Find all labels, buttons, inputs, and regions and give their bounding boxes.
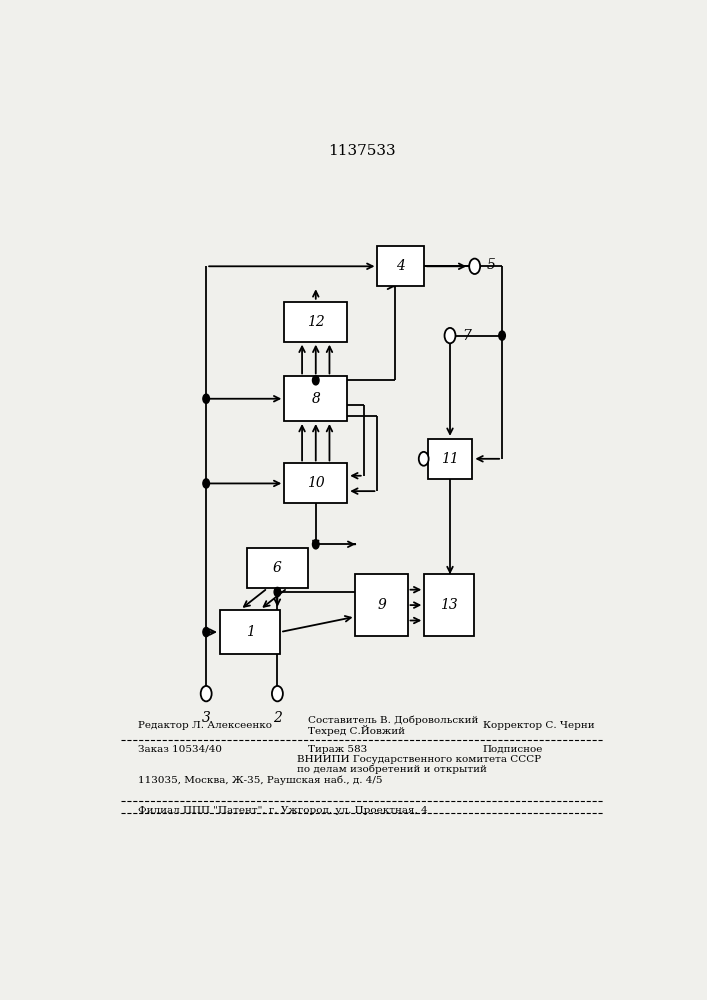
Circle shape xyxy=(274,587,281,597)
Text: 7: 7 xyxy=(462,329,471,343)
Bar xyxy=(284,463,347,503)
Text: 5: 5 xyxy=(486,258,496,272)
Text: Корректор С. Черни: Корректор С. Черни xyxy=(483,721,595,730)
Text: Редактор Л. Алексеенко: Редактор Л. Алексеенко xyxy=(138,721,271,730)
Text: Филиал ППП "Патент", г. Ужгород, ул. Проектная, 4: Филиал ППП "Патент", г. Ужгород, ул. Про… xyxy=(138,806,427,815)
Bar xyxy=(424,574,474,636)
Bar xyxy=(284,302,347,342)
Bar xyxy=(356,574,407,636)
Bar xyxy=(247,548,308,588)
Circle shape xyxy=(419,452,428,466)
Text: Заказ 10534/40: Заказ 10534/40 xyxy=(138,745,222,754)
Text: 4: 4 xyxy=(396,259,405,273)
Text: 11: 11 xyxy=(441,452,459,466)
Circle shape xyxy=(498,331,506,340)
Text: 9: 9 xyxy=(377,598,386,612)
Circle shape xyxy=(445,328,455,343)
Text: 10: 10 xyxy=(307,476,325,490)
Text: ВНИИПИ Государственного комитета СССР: ВНИИПИ Государственного комитета СССР xyxy=(297,755,541,764)
Circle shape xyxy=(201,686,211,701)
Circle shape xyxy=(203,479,209,488)
Bar xyxy=(284,376,347,421)
Text: Тираж 583: Тираж 583 xyxy=(308,745,367,754)
Text: Техред С.Йовжий: Техред С.Йовжий xyxy=(308,725,404,736)
Circle shape xyxy=(469,259,480,274)
Text: по делам изобретений и открытий: по делам изобретений и открытий xyxy=(297,764,486,774)
Text: Составитель В. Добровольский: Составитель В. Добровольский xyxy=(308,716,478,725)
Bar xyxy=(428,439,472,479)
Text: 1: 1 xyxy=(245,625,255,639)
Circle shape xyxy=(203,627,209,637)
Text: 6: 6 xyxy=(273,561,282,575)
Text: 1137533: 1137533 xyxy=(329,144,396,158)
Circle shape xyxy=(272,686,283,701)
Text: 2: 2 xyxy=(273,711,282,725)
Bar xyxy=(378,246,424,286)
Text: 13: 13 xyxy=(440,598,458,612)
Text: 8: 8 xyxy=(311,392,320,406)
Circle shape xyxy=(203,394,209,403)
Text: 12: 12 xyxy=(307,315,325,329)
Bar xyxy=(220,610,280,654)
Circle shape xyxy=(312,540,319,549)
Text: 113035, Москва, Ж-35, Раушская наб., д. 4/5: 113035, Москва, Ж-35, Раушская наб., д. … xyxy=(138,775,382,785)
Circle shape xyxy=(312,376,319,385)
Text: 3: 3 xyxy=(201,711,211,725)
Text: Подписное: Подписное xyxy=(483,745,543,754)
